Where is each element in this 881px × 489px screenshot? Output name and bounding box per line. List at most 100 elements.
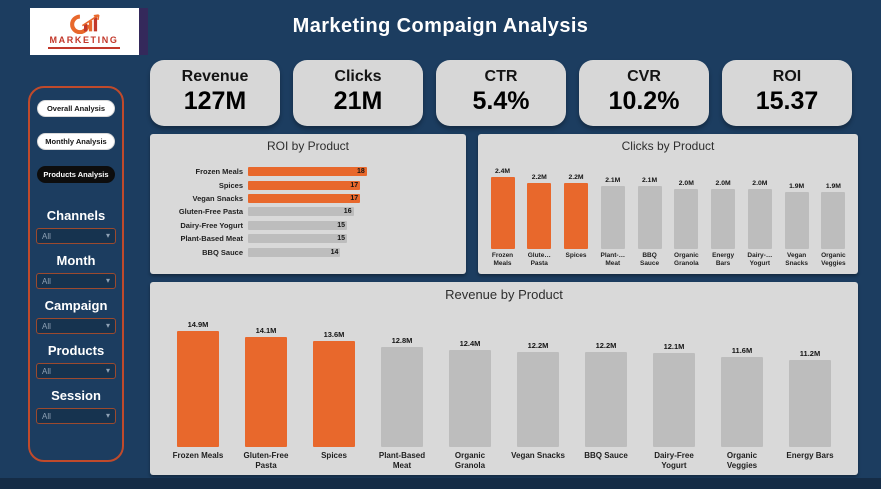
channels-dropdown[interactable]: All ▾: [36, 228, 116, 244]
revenue-bar[interactable]: [653, 352, 695, 447]
bar-value-label: 2.0M: [678, 180, 694, 187]
bar-column: 12.2M Vegan Snacks: [510, 341, 566, 471]
revenue-bar[interactable]: [245, 337, 287, 447]
revenue-bar[interactable]: [789, 359, 831, 447]
dropdown-value: All: [42, 321, 51, 331]
revenue-bar[interactable]: [177, 330, 219, 447]
roi-bar[interactable]: 18: [248, 167, 367, 177]
revenue-bar[interactable]: [381, 347, 423, 447]
bar-category-label: Dairy-… Yogurt: [747, 252, 773, 267]
bar-column: 2.0M Dairy-… Yogurt: [743, 180, 776, 269]
revenue-by-product-panel: Revenue by Product 14.9M Frozen Meals 14.1…: [150, 282, 858, 475]
brand-logo: MARKETING: [30, 8, 148, 55]
revenue-chart: 14.9M Frozen Meals 14.1M Gluten-Free Pasta 1…: [170, 320, 838, 471]
bar-column: 11.2M Energy Bars: [782, 349, 838, 471]
bar-column: 2.2M Spices: [560, 174, 593, 269]
kpi-value: 10.2%: [608, 87, 680, 115]
nav-overall-analysis[interactable]: Overall Analysis: [37, 100, 115, 117]
products-dropdown[interactable]: All ▾: [36, 363, 116, 379]
bar-column: 11.6M Organic Veggies: [714, 346, 770, 472]
bar-value-label: 12.2M: [595, 340, 617, 350]
chevron-down-icon: ▾: [105, 276, 110, 285]
roi-bar[interactable]: 16: [248, 207, 354, 217]
clicks-bar[interactable]: [674, 189, 699, 249]
kpi-label: ROI: [772, 68, 802, 85]
bar-category-label: Vegan Snacks: [511, 451, 565, 460]
bottom-bar: [0, 478, 881, 489]
bar-column: 2.1M Plant-… Meat: [596, 177, 629, 269]
kpi-card-cvr: CVR 10.2%: [579, 60, 709, 126]
bar-category-label: Spices: [218, 180, 243, 190]
bar-value-label: 11.6M: [731, 345, 753, 355]
revenue-bar[interactable]: [517, 351, 559, 447]
session-dropdown[interactable]: All ▾: [36, 408, 116, 424]
bar-category-label: Energy Bars: [786, 451, 834, 460]
clicks-bar[interactable]: [784, 192, 809, 249]
clicks-bar[interactable]: [637, 186, 662, 249]
clicks-bar[interactable]: [747, 189, 772, 249]
bar-value-label: 2.4M: [494, 168, 511, 175]
bar-category-label: Organic Veggies: [726, 451, 758, 470]
revenue-bar[interactable]: [721, 356, 763, 447]
filter-products: Products All ▾: [36, 334, 116, 379]
roi-bar[interactable]: 17: [248, 180, 361, 190]
kpi-card-roi: ROI 15.37: [722, 60, 852, 126]
roi-chart: Frozen Meals 18 Spices 17 Vegan Snacks 17 Glut…: [160, 165, 456, 259]
bar-category-label: Vegan Snacks: [785, 252, 809, 267]
filter-month: Month All ▾: [36, 244, 116, 289]
bar-column: 2.0M Organic Granola: [670, 180, 703, 269]
roi-bar[interactable]: 15: [248, 234, 347, 244]
bar-column: 12.4M Organic Granola: [442, 339, 498, 471]
brand-name: MARKETING: [49, 35, 119, 45]
revenue-bar[interactable]: [313, 340, 355, 447]
roi-bar[interactable]: 15: [248, 220, 347, 230]
campaign-dropdown[interactable]: All ▾: [36, 318, 116, 334]
bar-value-label: 14: [330, 248, 339, 256]
kpi-value: 5.4%: [472, 87, 530, 115]
bar-value-label: 14.1M: [255, 326, 277, 335]
month-dropdown[interactable]: All ▾: [36, 273, 116, 289]
bar-column: 12.8M Plant-Based Meat: [374, 336, 430, 471]
bar-category-label: Vegan Snacks: [192, 193, 243, 203]
bar-category-label: Plant-Based Meat: [378, 451, 426, 470]
roi-bar[interactable]: 14: [248, 247, 341, 257]
logo-chart-icon: [70, 14, 100, 34]
filter-channels: Channels All ▾: [36, 199, 116, 244]
clicks-bar[interactable]: [490, 177, 515, 249]
clicks-bar[interactable]: [564, 183, 589, 249]
bar-category-label: Energy Bars: [712, 252, 735, 267]
revenue-bar[interactable]: [449, 350, 491, 447]
bar-value-label: 2.1M: [605, 177, 621, 184]
dropdown-value: All: [42, 231, 51, 241]
bar-category-label: Frozen Meals: [491, 252, 514, 267]
bar-column: 14.1M Gluten-Free Pasta: [238, 326, 294, 471]
filter-label-campaign: Campaign: [44, 298, 108, 313]
bar-category-label: Plant-… Meat: [600, 252, 626, 267]
bar-value-label: 15: [337, 235, 345, 243]
bar-value-label: 12.2M: [527, 340, 549, 350]
bar-value-label: 2.0M: [752, 180, 768, 187]
revenue-bar[interactable]: [585, 351, 627, 447]
bar-value-label: 18: [357, 168, 365, 176]
clicks-bar[interactable]: [527, 183, 552, 249]
roi-bar[interactable]: 17: [248, 193, 361, 203]
dropdown-value: All: [42, 276, 51, 286]
kpi-value: 127M: [183, 87, 247, 115]
filter-label-month: Month: [56, 253, 96, 268]
clicks-bar[interactable]: [711, 189, 736, 249]
nav-monthly-analysis[interactable]: Monthly Analysis: [37, 133, 115, 150]
nav-products-analysis[interactable]: Products Analysis: [37, 166, 115, 183]
clicks-bar[interactable]: [600, 186, 625, 249]
bar-category-label: Gluten-Free Pasta: [243, 451, 289, 470]
bar-value-label: 12.4M: [459, 339, 481, 349]
roi-bar-row: Frozen Meals 18: [160, 165, 456, 178]
roi-by-product-panel: ROI by Product Frozen Meals 18 Spices 17 Veg…: [150, 134, 466, 274]
bar-value-label: 1.9M: [789, 183, 805, 190]
clicks-bar[interactable]: [821, 192, 846, 249]
bar-column: 2.0M Energy Bars: [707, 180, 740, 269]
bar-column: 12.2M BBQ Sauce: [578, 341, 634, 471]
bar-value-label: 2.1M: [642, 177, 658, 184]
bar-value-label: 2.0M: [715, 180, 731, 187]
kpi-card-clicks: Clicks 21M: [293, 60, 423, 126]
